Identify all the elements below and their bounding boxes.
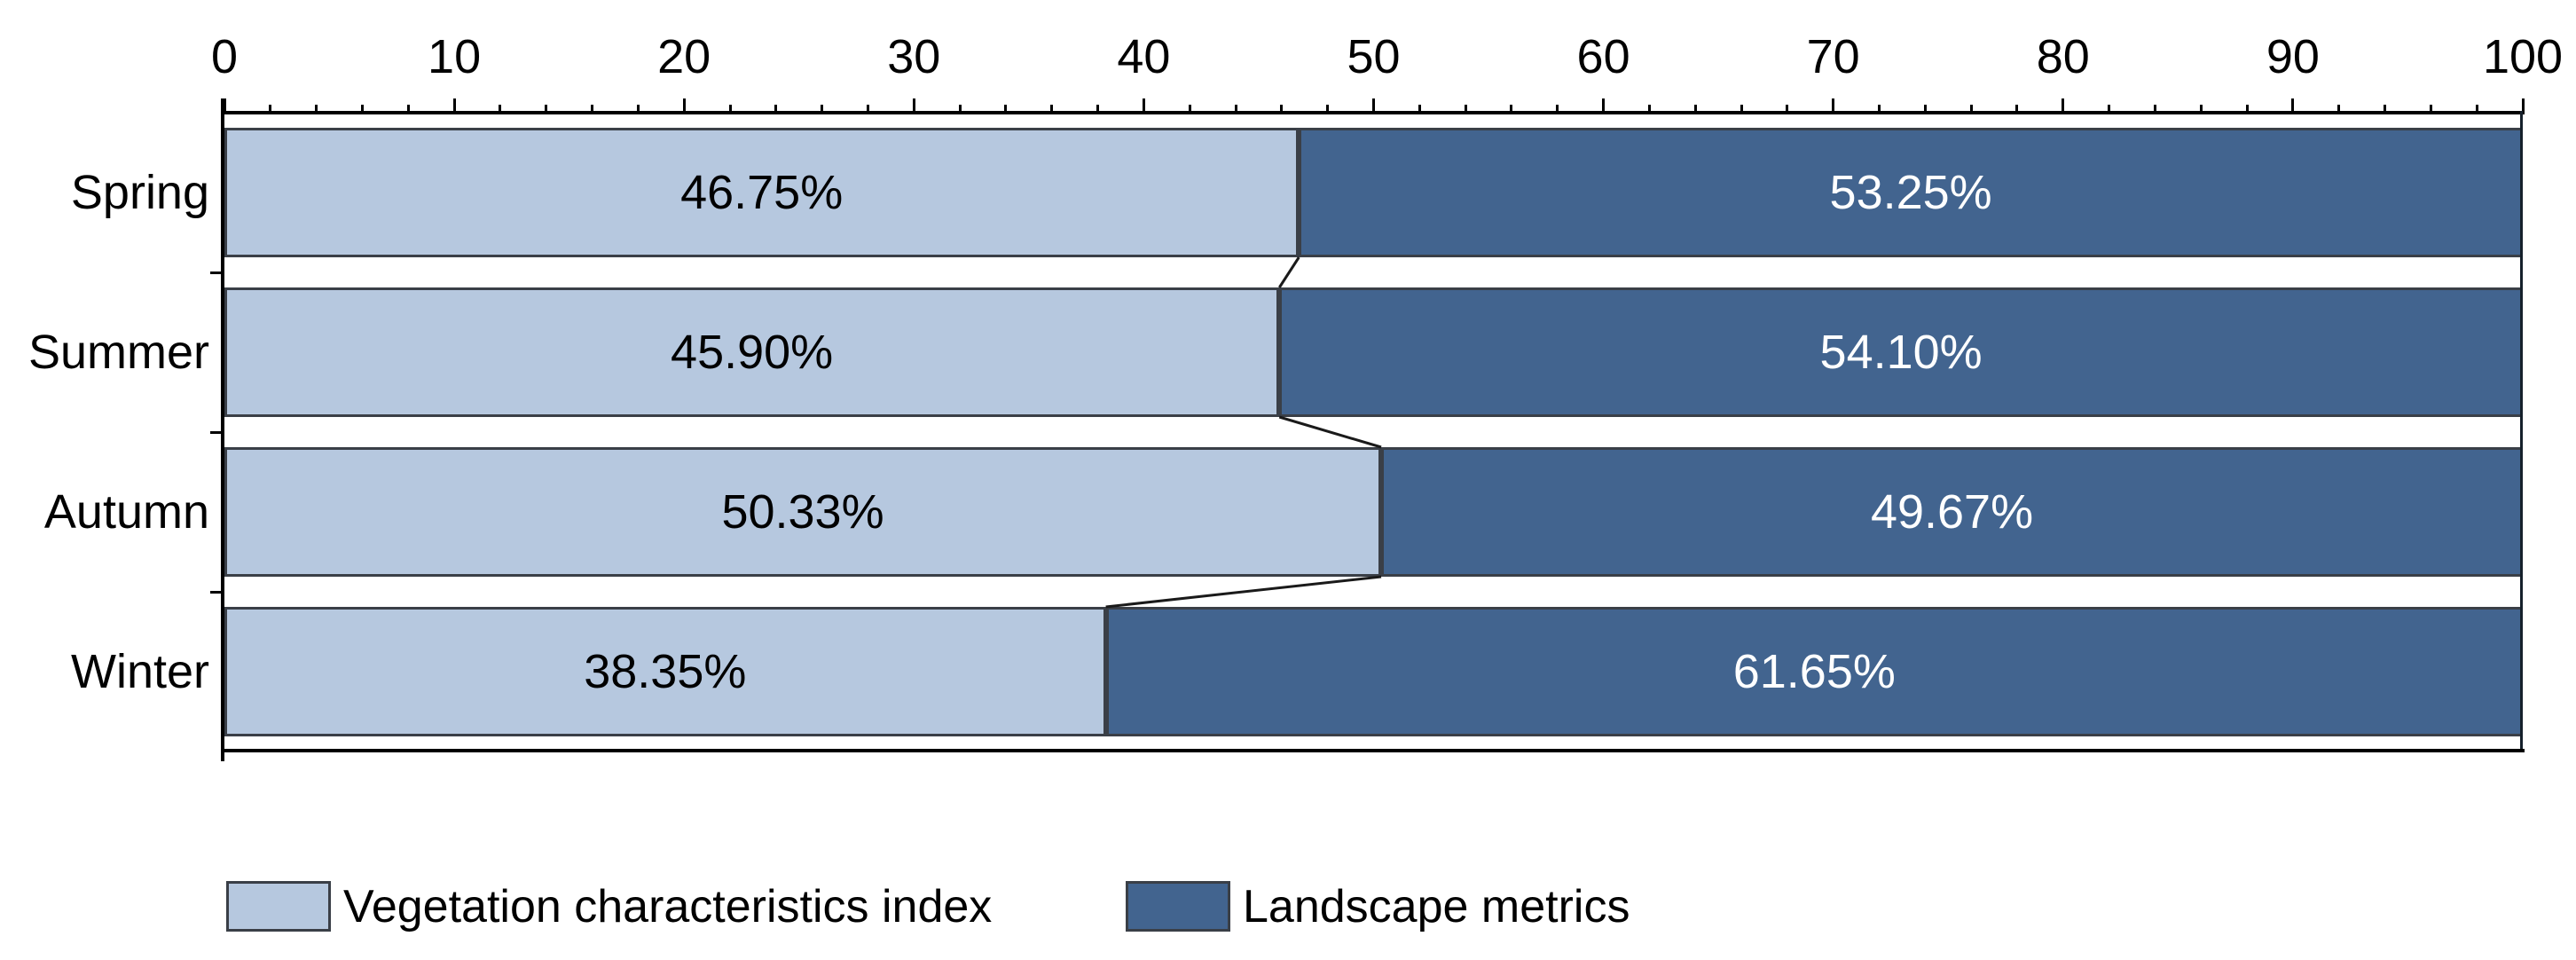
bar-value-label: 46.75% (680, 166, 844, 219)
x-axis-minor-tick (1647, 105, 1651, 112)
x-axis-minor-tick (545, 105, 548, 112)
x-axis-minor-tick (499, 105, 502, 112)
x-axis-minor-tick (2108, 105, 2111, 112)
series-connector-line (1278, 256, 1300, 288)
x-axis-minor-tick (1510, 105, 1513, 112)
x-axis-minor-tick (1418, 105, 1421, 112)
x-axis-major-tick (452, 98, 456, 112)
x-axis-tick-label: 100 (2482, 30, 2564, 83)
x-axis-minor-tick (821, 105, 824, 112)
series-connector-line (1105, 575, 1382, 609)
x-axis-tick-label: 40 (1117, 30, 1171, 83)
x-axis-major-tick (1372, 98, 1375, 112)
category-label-autumn: Autumn (43, 485, 209, 539)
legend-item-landscape: Landscape metrics (1126, 881, 1630, 932)
x-axis-tick-label: 80 (2036, 30, 2090, 83)
category-label-winter: Winter (70, 645, 209, 698)
x-axis-major-tick (682, 98, 686, 112)
x-axis-minor-tick (1188, 105, 1191, 112)
x-axis-tick-label: 0 (210, 30, 239, 83)
x-axis-minor-tick (1464, 105, 1467, 112)
x-axis-minor-tick (2337, 105, 2341, 112)
x-axis-minor-tick (2015, 105, 2019, 112)
y-axis-line (221, 98, 224, 761)
bar-segment-landscape: 61.65% (1105, 607, 2523, 736)
x-axis-major-tick (223, 98, 226, 112)
x-axis-line (221, 111, 2525, 114)
bar-value-label: 53.25% (1829, 166, 1992, 219)
x-axis-minor-tick (360, 105, 364, 112)
bar-segment-landscape: 54.10% (1279, 287, 2523, 417)
x-axis-minor-tick (2475, 105, 2478, 112)
legend-label: Vegetation characteristics index (343, 880, 993, 932)
x-axis-minor-tick (1923, 105, 1927, 112)
x-axis-major-tick (1602, 98, 1606, 112)
bar-segment-vegetation: 45.90% (224, 287, 1280, 417)
x-axis-minor-tick (866, 105, 869, 112)
x-axis-major-tick (1142, 98, 1145, 112)
bar-segment-vegetation: 38.35% (224, 607, 1106, 736)
bar-segment-landscape: 53.25% (1299, 128, 2523, 257)
x-axis-minor-tick (406, 105, 410, 112)
x-axis-tick-label: 10 (428, 30, 482, 83)
bar-value-label: 49.67% (1870, 485, 2034, 539)
bar-segment-landscape: 49.67% (1381, 447, 2523, 577)
x-axis-tick-label: 90 (2266, 30, 2320, 83)
x-axis-tick-label: 20 (657, 30, 711, 83)
x-axis-minor-tick (2429, 105, 2432, 112)
legend-item-vegetation: Vegetation characteristics index (226, 881, 992, 932)
x-axis-minor-tick (2245, 105, 2249, 112)
x-axis-minor-tick (315, 105, 318, 112)
x-axis-major-tick (2521, 98, 2525, 112)
legend-swatch-vegetation (226, 881, 331, 932)
bar-value-label: 45.90% (671, 326, 834, 379)
series-connector-line (1278, 415, 1382, 449)
x-axis-minor-tick (1693, 105, 1697, 112)
bar-segment-vegetation: 46.75% (224, 128, 1300, 257)
x-axis-minor-tick (2384, 105, 2387, 112)
y-axis-category-tick (210, 591, 224, 594)
x-axis-minor-tick (1326, 105, 1330, 112)
x-axis-minor-tick (2153, 105, 2156, 112)
x-axis-tick-label: 70 (1806, 30, 1860, 83)
x-axis-major-tick (912, 98, 915, 112)
x-axis-minor-tick (1740, 105, 1743, 112)
bar-value-label: 54.10% (1819, 326, 1983, 379)
x-axis-minor-tick (1556, 105, 1559, 112)
bar-segment-vegetation: 50.33% (224, 447, 1382, 577)
x-axis-minor-tick (1004, 105, 1008, 112)
bar-value-label: 50.33% (721, 485, 884, 539)
x-axis-major-tick (2291, 98, 2295, 112)
category-label-spring: Spring (70, 166, 209, 219)
x-axis-major-tick (1832, 98, 1835, 112)
plot-bottom-border (221, 749, 2525, 752)
x-axis-minor-tick (1096, 105, 1100, 112)
plot-right-border (2520, 111, 2523, 751)
x-axis-minor-tick (2199, 105, 2203, 112)
x-axis-tick-label: 50 (1347, 30, 1401, 83)
x-axis-tick-label: 60 (1576, 30, 1630, 83)
legend-swatch-landscape (1126, 881, 1230, 932)
x-axis-minor-tick (1280, 105, 1284, 112)
y-axis-category-tick (210, 271, 224, 274)
x-axis-minor-tick (774, 105, 778, 112)
x-axis-minor-tick (636, 105, 640, 112)
x-axis-minor-tick (1878, 105, 1881, 112)
x-axis-minor-tick (728, 105, 732, 112)
x-axis-minor-tick (1969, 105, 1973, 112)
y-axis-category-tick (210, 431, 224, 434)
x-axis-minor-tick (958, 105, 962, 112)
bar-value-label: 61.65% (1732, 645, 1896, 698)
x-axis-minor-tick (1050, 105, 1054, 112)
legend-label: Landscape metrics (1243, 880, 1630, 932)
x-axis-major-tick (2062, 98, 2065, 112)
x-axis-minor-tick (1234, 105, 1237, 112)
category-label-summer: Summer (27, 326, 209, 379)
bar-value-label: 38.35% (584, 645, 747, 698)
x-axis-minor-tick (1786, 105, 1789, 112)
x-axis-minor-tick (591, 105, 594, 112)
x-axis-minor-tick (269, 105, 272, 112)
x-axis-tick-label: 30 (887, 30, 941, 83)
